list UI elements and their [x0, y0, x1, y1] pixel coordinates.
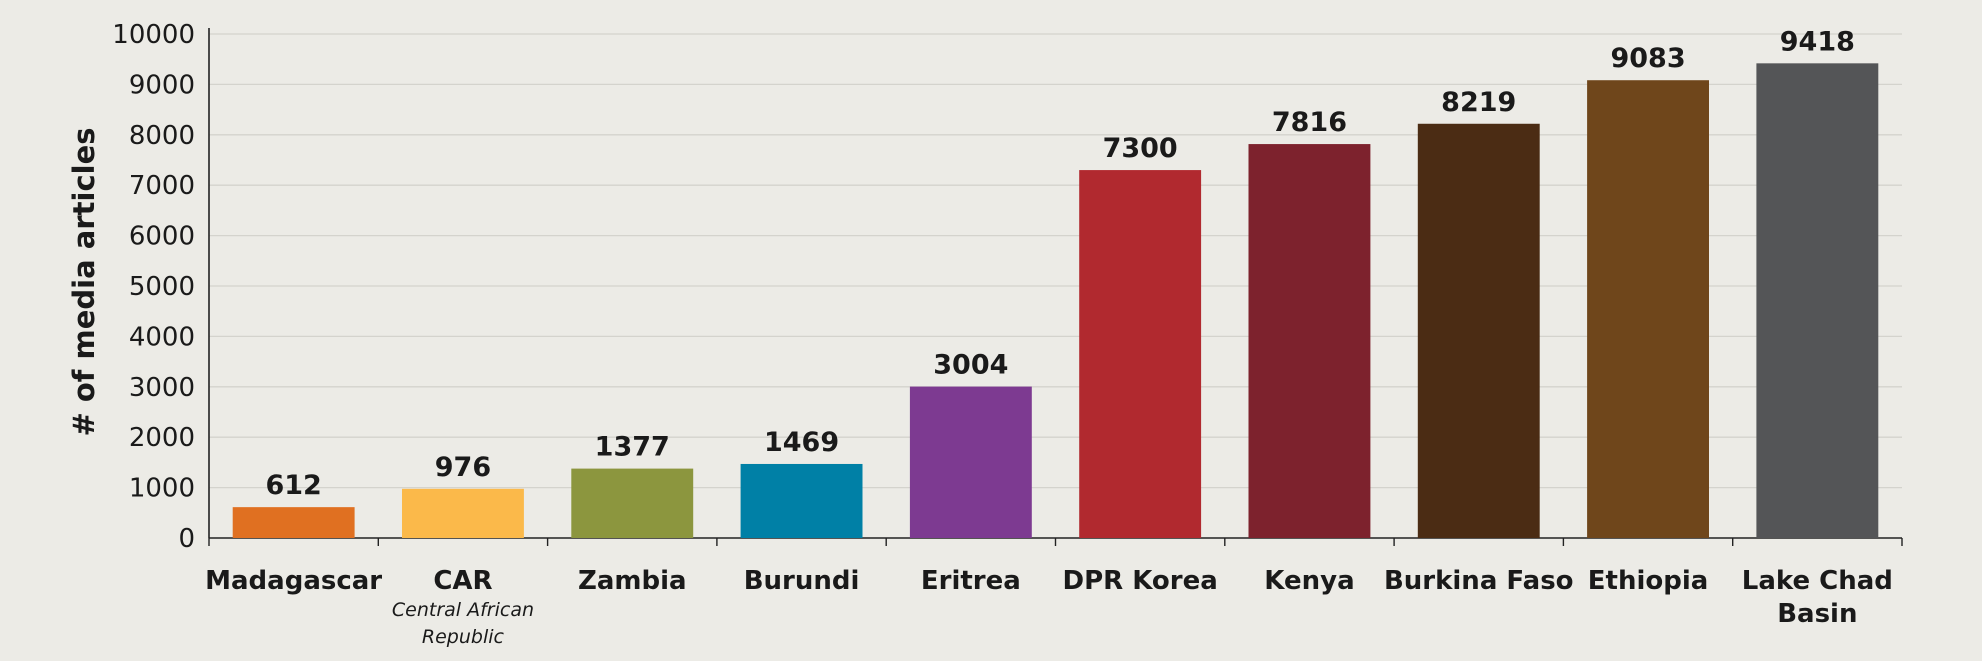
- y-tick-label: 6000: [129, 222, 195, 252]
- y-tick-label: 3000: [129, 373, 195, 403]
- grid-lines: [209, 33, 1902, 489]
- bar: [909, 386, 1032, 538]
- x-tick-label: CAR: [433, 566, 492, 596]
- bar: [1587, 80, 1709, 538]
- y-tick-label: 10000: [112, 20, 195, 50]
- data-label: 9418: [1780, 26, 1855, 57]
- x-tick-label: Eritrea: [921, 566, 1021, 596]
- x-tick-label: Madagascar: [205, 566, 382, 596]
- data-label: 3004: [933, 350, 1008, 381]
- bar: [1248, 144, 1371, 538]
- bar: [232, 507, 355, 538]
- y-tick-label: 1000: [129, 474, 195, 504]
- y-tick-label: 7000: [129, 171, 195, 201]
- data-label: 1377: [595, 432, 670, 463]
- x-tick-label: Burkina Faso: [1384, 566, 1574, 596]
- y-tick-label: 9000: [129, 70, 195, 100]
- x-tick-label: Zambia: [578, 566, 687, 596]
- data-label: 976: [435, 452, 491, 483]
- data-label: 9083: [1610, 43, 1685, 74]
- bar: [740, 463, 863, 538]
- data-label: 7300: [1103, 133, 1178, 164]
- x-tick-label: Burundi: [744, 566, 860, 596]
- labels: 0 1000 2000 3000 4000 5000 6000 7000 8000 9000 100…: [112, 20, 1893, 648]
- y-axis-title: # of media articles: [67, 127, 101, 436]
- bar: [1079, 170, 1202, 538]
- bar: [1417, 123, 1540, 539]
- data-label: 7816: [1272, 107, 1347, 138]
- x-tick-label: DPR Korea: [1063, 566, 1218, 596]
- y-tick-label: 4000: [129, 322, 195, 352]
- y-tick-label: 0: [178, 524, 195, 554]
- y-tick-label: 8000: [129, 121, 195, 151]
- data-label: 612: [265, 470, 321, 501]
- x-tick-label: Ethiopia: [1588, 566, 1709, 596]
- x-tick-label: Kenya: [1264, 566, 1354, 596]
- bars: [232, 63, 1879, 539]
- data-label: 8219: [1441, 87, 1516, 118]
- bar: [571, 468, 694, 538]
- bar: [1756, 63, 1879, 539]
- bar: [402, 488, 524, 538]
- y-tick-label: 2000: [129, 423, 195, 453]
- data-label: 1469: [764, 427, 839, 458]
- x-tick-label: Lake Chad Basin: [1742, 566, 1893, 629]
- x-tick-sublabel: Central African Republic: [392, 599, 534, 648]
- y-tick-label: 5000: [129, 272, 195, 302]
